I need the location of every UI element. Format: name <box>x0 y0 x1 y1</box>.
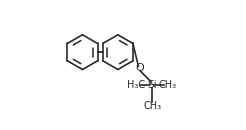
Text: CH₃: CH₃ <box>143 100 161 110</box>
Text: Si: Si <box>148 80 157 90</box>
Text: H₃C: H₃C <box>127 80 146 90</box>
Text: O: O <box>135 63 144 73</box>
Text: CH₃: CH₃ <box>159 80 177 90</box>
